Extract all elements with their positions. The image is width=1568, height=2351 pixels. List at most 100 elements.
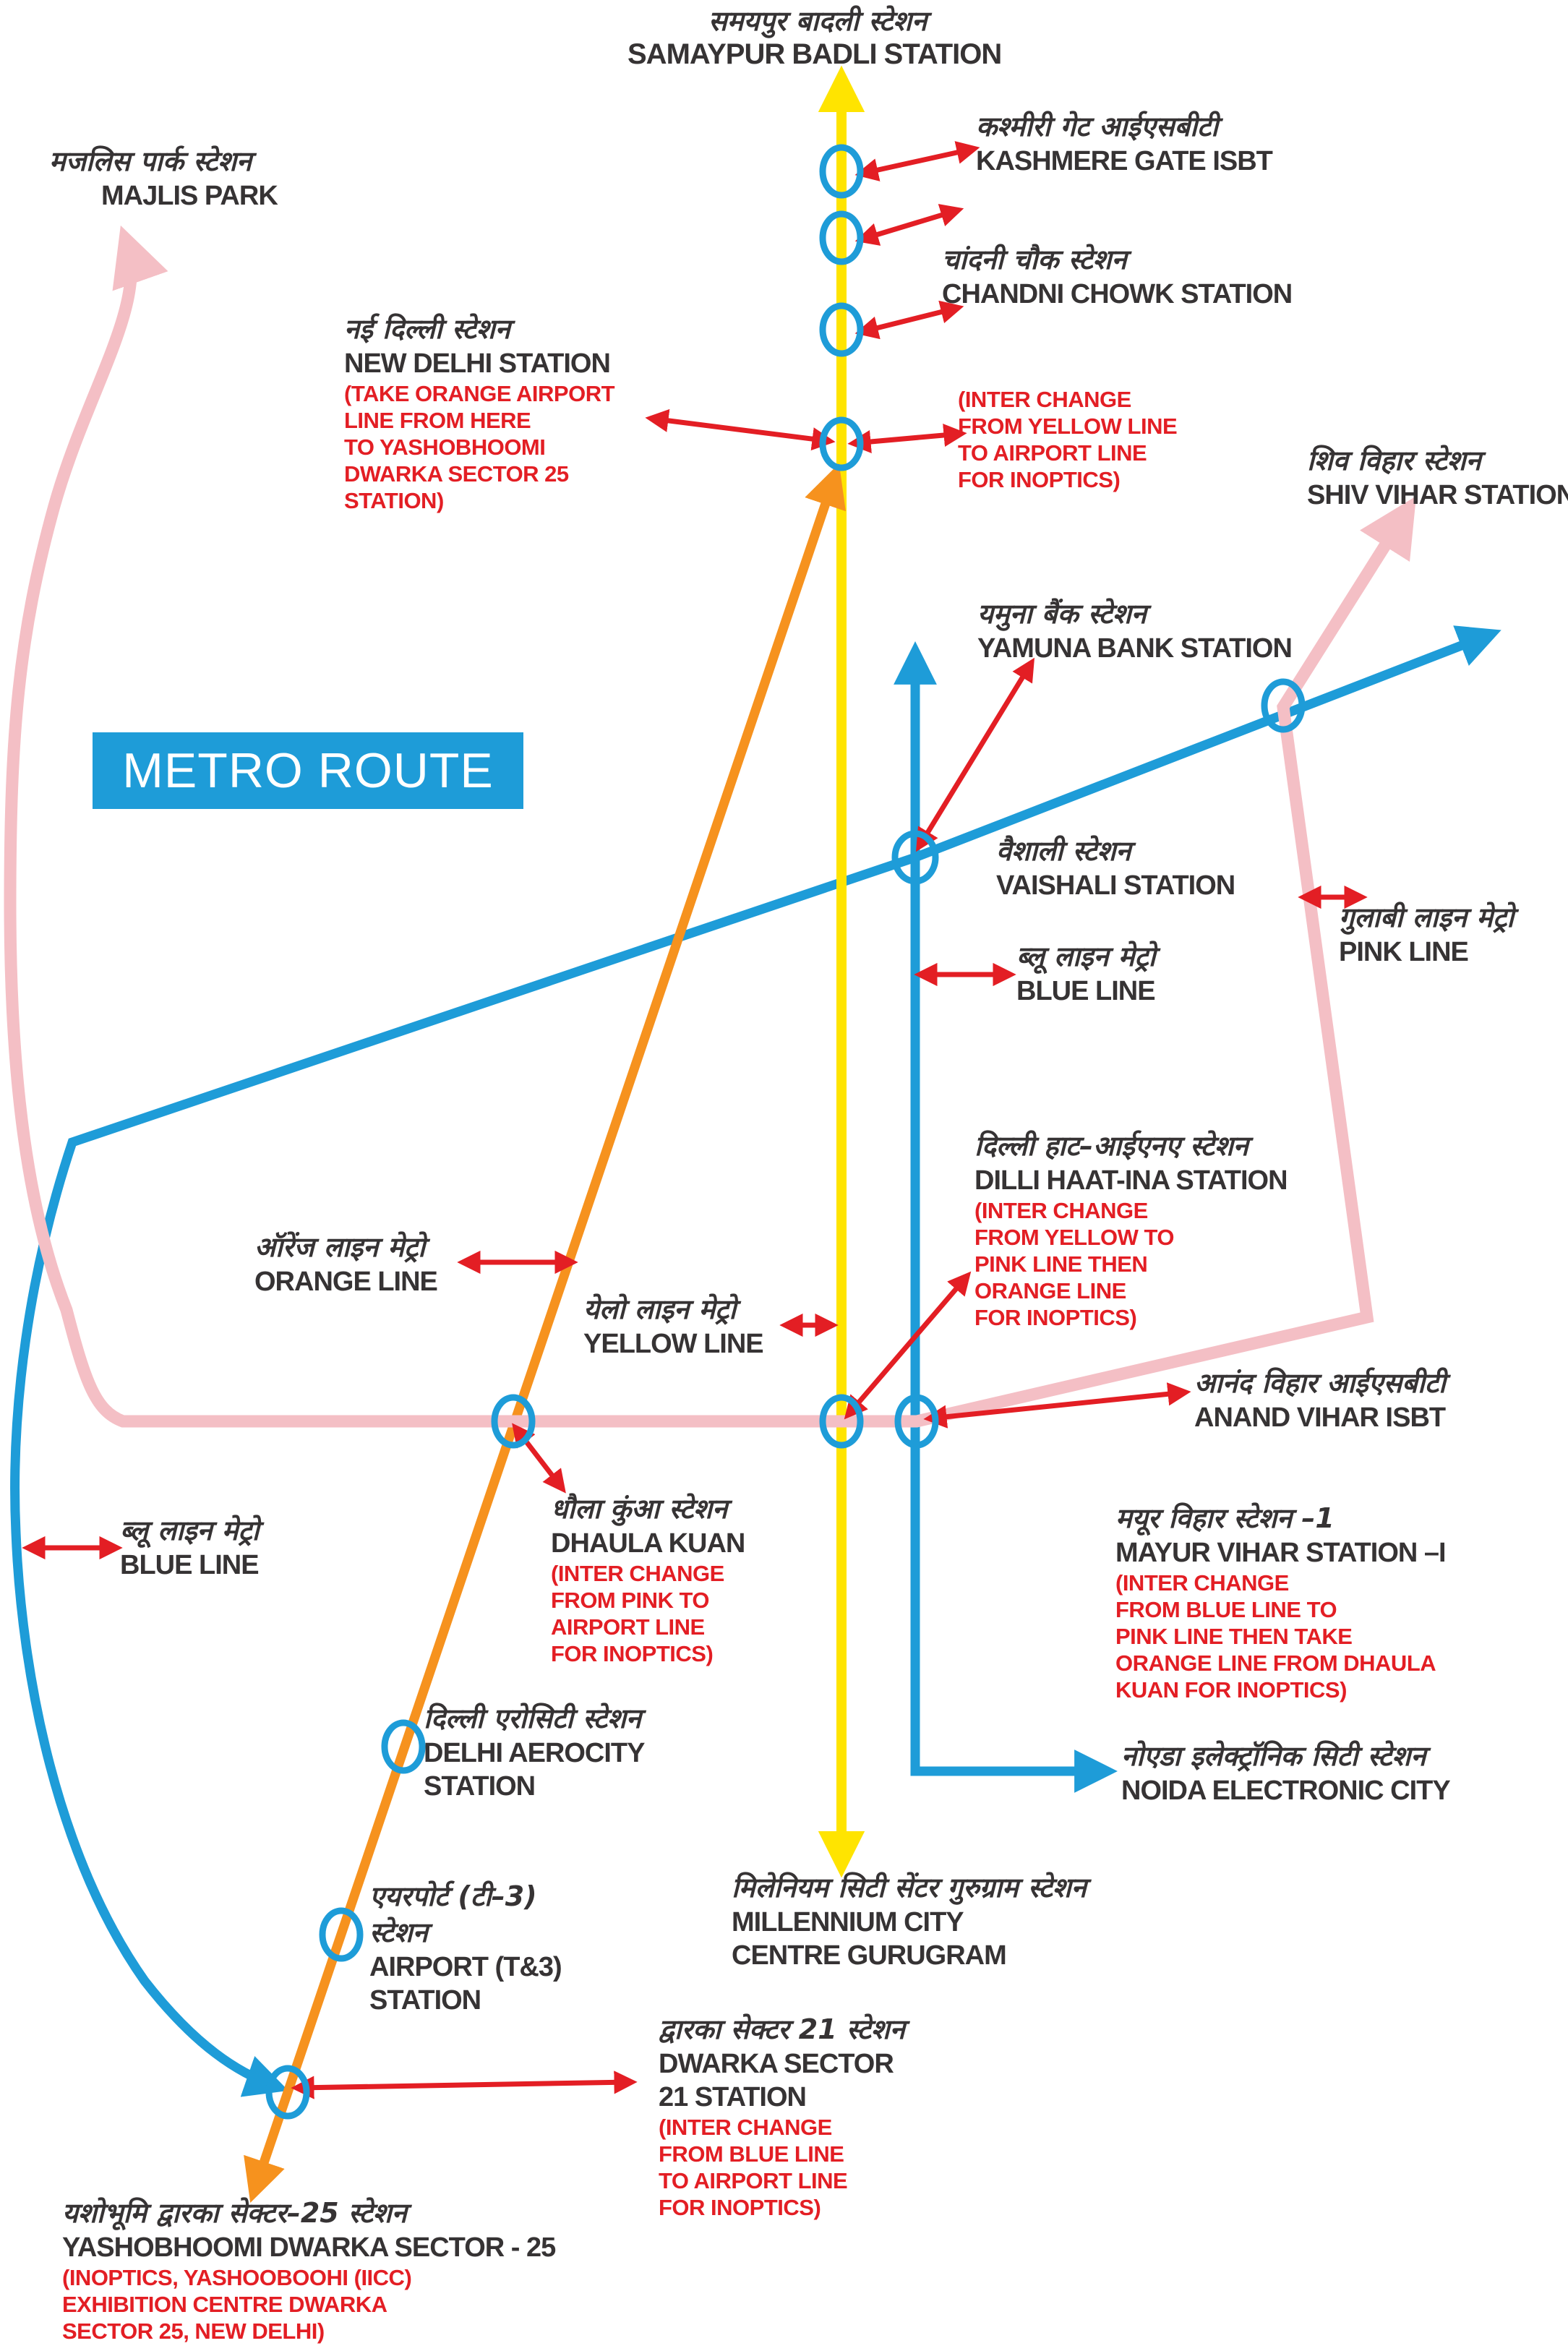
label-vaishali: वैशाली स्टेशन VAISHALI STATION xyxy=(996,833,1235,902)
circle-new-delhi xyxy=(819,302,864,357)
label-majlis-park-hindi: मजलिस पार्क स्टेशन xyxy=(49,143,252,179)
yamuna-en: YAMUNA BANK STATION xyxy=(977,633,1293,664)
label-noida-electronic-city: नोएडा इलेक्ट्रॉनिक सिटी स्टेशन NOIDA ELE… xyxy=(1121,1738,1451,1807)
orange-line-en: ORANGE LINE xyxy=(254,1267,438,1297)
circle-vaishali xyxy=(891,830,939,885)
airport-hindi-line: स्टेशन xyxy=(369,1917,428,1948)
interchange-note-line: (INTER CHANGE xyxy=(958,387,1131,412)
mayur-note-line: FROM BLUE LINE TO xyxy=(1115,1597,1337,1622)
kashmere-en: KASHMERE GATE ISBT xyxy=(976,146,1273,176)
label-airport-t3: एयरपोर्ट (टी–3) स्टेशन AIRPORT (T&3) STA… xyxy=(369,1878,562,2017)
yamuna-hindi: यमुना बैंक स्टेशन xyxy=(977,598,1147,630)
newdelhi-note-line: STATION) xyxy=(344,488,444,513)
newdelhi-note-line: LINE FROM HERE xyxy=(344,408,531,433)
pink-line xyxy=(4,225,1417,1428)
aerocity-en-line: STATION xyxy=(424,1771,536,1802)
newdelhi-note-line: (TAKE ORANGE AIRPORT xyxy=(344,381,615,406)
label-samaypur-badli-en: SAMAYPUR BADLI STATION xyxy=(627,38,1002,71)
dillihaat-note-line: FOR INOPTICS) xyxy=(974,1305,1137,1330)
dhaula-note-line: FOR INOPTICS) xyxy=(551,1641,714,1666)
blue-line-left-en: BLUE LINE xyxy=(120,1550,260,1580)
majlis-hindi: मजलिस पार्क स्टेशन xyxy=(49,145,252,177)
arrow-dwarka21 xyxy=(291,2070,638,2099)
arrow-chandni xyxy=(854,204,964,246)
shivvihar-en: SHIV VIHAR STATION xyxy=(1307,480,1568,510)
circle-anand-mayur xyxy=(894,1394,939,1449)
circle-dilli-haat xyxy=(819,1394,864,1449)
yashobhoomi-hindi: यशोभूमि द्वारका सेक्टर–25 स्टेशन xyxy=(62,2197,407,2229)
yashobhoomi-note-line: SECTOR 25, NEW DELHI) xyxy=(62,2318,325,2344)
dhaula-hindi: धौला कुंआ स्टेशन xyxy=(551,1493,728,1525)
label-yashobhoomi: यशोभूमि द्वारका सेक्टर–25 स्टेशन YASHOBH… xyxy=(62,2195,556,2344)
label-chandni-chowk: चांदनी चौक स्टेशन CHANDNI CHOWK STATION xyxy=(942,241,1293,311)
arrow-newdelhi-circle xyxy=(854,300,964,340)
label-yellow-line: येलो लाइन मेट्रो YELLOW LINE xyxy=(583,1291,764,1361)
noida-hindi: नोएडा इलेक्ट्रॉनिक सिटी स्टेशन xyxy=(1121,1740,1426,1772)
dhaula-note-line: FROM PINK TO xyxy=(551,1588,710,1613)
samaypur-en: SAMAYPUR BADLI STATION xyxy=(627,38,1002,70)
majlis-en: MAJLIS PARK xyxy=(101,181,278,211)
label-kashmere-gate: कश्मीरी गेट आईएसबीटी KASHMERE GATE ISBT xyxy=(976,108,1273,178)
dhaula-note-line: (INTER CHANGE xyxy=(551,1561,724,1586)
dillihaat-note-line: PINK LINE THEN xyxy=(974,1251,1148,1277)
dillihaat-en: DILLI HAAT-INA STATION xyxy=(974,1165,1288,1196)
mayur-note-line: PINK LINE THEN TAKE xyxy=(1115,1624,1353,1649)
pink-line-hindi: गुलाबी लाइन मेट्रो xyxy=(1339,902,1515,933)
arrow-take-orange-note xyxy=(645,408,836,451)
pink-line-en: PINK LINE xyxy=(1339,937,1469,967)
circle-chandni-chowk xyxy=(819,210,864,265)
label-yellow-airport-interchange-note: (INTER CHANGE FROM YELLOW LINE TO AIRPOR… xyxy=(958,386,1178,493)
dwarka21-en-line: 21 STATION xyxy=(659,2082,807,2112)
label-majlis-park-en: MAJLIS PARK xyxy=(101,179,278,213)
red-arrows xyxy=(22,141,1368,2099)
dillihaat-note-line: ORANGE LINE xyxy=(974,1278,1126,1303)
label-millennium-city: मिलेनियम सिटी सेंटर गुरुग्राम स्टेशन MIL… xyxy=(732,1870,1087,1972)
vaishali-hindi: वैशाली स्टेशन xyxy=(996,835,1131,867)
mayur-note-line: (INTER CHANGE xyxy=(1115,1570,1289,1596)
anand-hindi: आनंद विहार आईएसबीटी xyxy=(1194,1367,1446,1399)
dwarka21-note-line: TO AIRPORT LINE xyxy=(659,2168,848,2193)
label-anand-vihar: आनंद विहार आईएसबीटी ANAND VIHAR ISBT xyxy=(1194,1365,1446,1434)
blue-line-left-hindi: ब्लू लाइन मेट्रो xyxy=(120,1515,260,1546)
blue-line-diagonal xyxy=(10,625,1501,2097)
label-yamuna-bank: यमुना बैंक स्टेशन YAMUNA BANK STATION xyxy=(977,596,1293,665)
label-samaypur-badli-hindi: समयपुर बादली स्टेशन xyxy=(708,3,927,39)
label-dwarka-sector-21: द्वारका सेक्टर 21 स्टेशन DWARKA SECTOR 2… xyxy=(659,2011,905,2221)
millennium-en-line: CENTRE GURUGRAM xyxy=(732,1940,1007,1971)
newdelhi-hindi: नई दिल्ली स्टेशन xyxy=(344,313,510,345)
dwarka21-en-line: DWARKA SECTOR xyxy=(659,2049,894,2079)
chandni-en: CHANDNI CHOWK STATION xyxy=(942,279,1293,309)
yellow-line-hindi: येलो लाइन मेट्रो xyxy=(583,1293,737,1325)
samaypur-hindi: समयपुर बादली स्टेशन xyxy=(708,5,927,37)
airport-en-line: AIRPORT (T&3) xyxy=(369,1952,562,1982)
dhaula-en: DHAULA KUAN xyxy=(551,1528,745,1559)
dwarka21-hindi: द्वारका सेक्टर 21 स्टेशन xyxy=(659,2013,905,2045)
yashobhoomi-note-line: (INOPTICS, YASHOOBOOHI (IICC) xyxy=(62,2265,412,2290)
label-mayur-vihar: मयूर विहार स्टेशन –1 MAYUR VIHAR STATION… xyxy=(1115,1500,1447,1703)
dhaula-note-line: AIRPORT LINE xyxy=(551,1614,705,1640)
arrow-yamuna-bank xyxy=(915,657,1035,852)
arrow-interchange-note xyxy=(847,423,967,454)
interchange-note-line: TO AIRPORT LINE xyxy=(958,440,1147,466)
circle-pink-bend xyxy=(1261,678,1306,733)
circle-kashmere-gate xyxy=(819,144,864,199)
arrow-dilli-haat xyxy=(844,1271,972,1420)
label-shiv-vihar: शिव विहार स्टेशन SHIV VIHAR STATION xyxy=(1307,442,1568,512)
millennium-hindi: मिलेनियम सिटी सेंटर गुरुग्राम स्टेशन xyxy=(732,1872,1087,1904)
dwarka21-note-line: FOR INOPTICS) xyxy=(659,2195,821,2220)
airport-en-line: STATION xyxy=(369,1985,481,2016)
aerocity-hindi: दिल्ली एरोसिटी स्टेशन xyxy=(424,1703,642,1734)
blue-line-right-en: BLUE LINE xyxy=(1016,976,1156,1006)
dwarka21-note-line: FROM BLUE LINE xyxy=(659,2141,844,2167)
label-dilli-haat: दिल्ली हाट–आईएनए स्टेशन DILLI HAAT-INA S… xyxy=(974,1128,1288,1331)
mayur-note-line: ORANGE LINE FROM DHAULA xyxy=(1115,1650,1436,1676)
interchange-note-line: FROM YELLOW LINE xyxy=(958,414,1178,439)
blue-line-right-hindi: ब्लू लाइन मेट्रो xyxy=(1016,941,1156,972)
circle-yellow-airport-interchange xyxy=(819,416,864,471)
circle-dwarka-sector-21 xyxy=(265,2065,310,2120)
newdelhi-note-line: TO YASHOBHOOMI xyxy=(344,434,546,460)
chandni-hindi: चांदनी चौक स्टेशन xyxy=(942,244,1127,275)
mayur-en: MAYUR VIHAR STATION –I xyxy=(1115,1538,1447,1568)
label-delhi-aerocity: दिल्ली एरोसिटी स्टेशन DELHI AEROCITY STA… xyxy=(424,1700,645,1803)
